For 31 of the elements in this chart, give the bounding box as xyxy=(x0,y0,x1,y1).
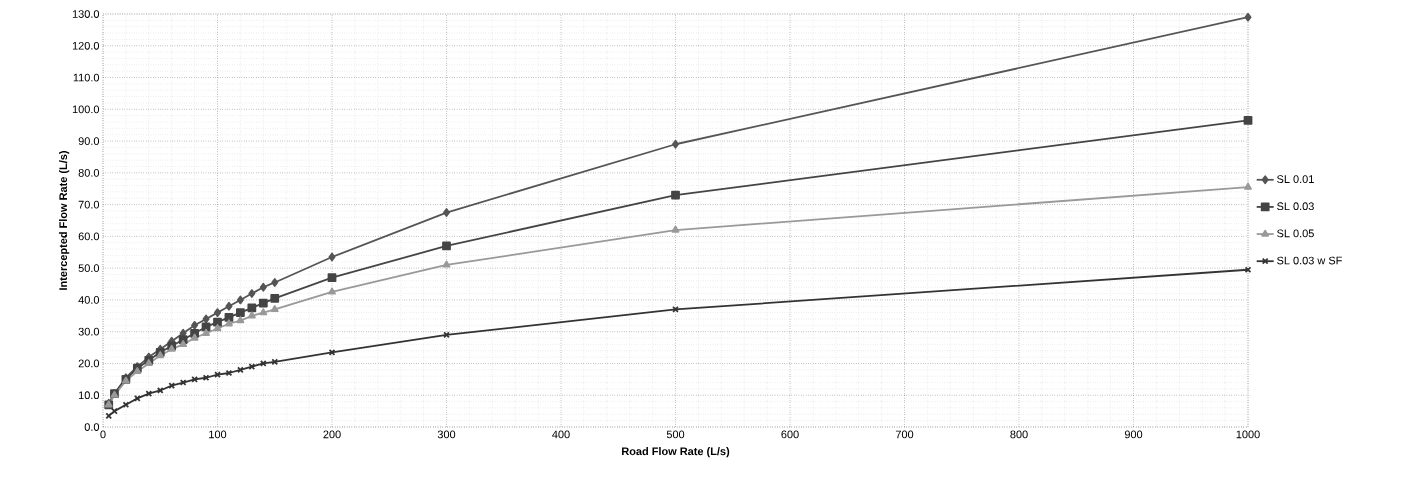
x-tick-label: 400 xyxy=(552,430,570,439)
legend-label: SL 0.05 xyxy=(1277,229,1314,238)
y-tick-label: 120.0 xyxy=(72,41,100,50)
y-tick-label: 40.0 xyxy=(78,296,100,304)
legend-label: SL 0.03 w SF xyxy=(1277,256,1342,265)
x-tick-label: 800 xyxy=(1010,430,1028,439)
x-tick-label: 500 xyxy=(666,430,685,439)
y-tick-label: 70.0 xyxy=(78,200,100,209)
x-tick-label: 100 xyxy=(209,430,227,439)
x-tick-label: 300 xyxy=(437,430,456,439)
legend-label: SL 0.03 xyxy=(1277,202,1314,211)
y-tick-label: 30.0 xyxy=(78,327,100,336)
y-axis-title: Intercepted Flow Rate (L/s) xyxy=(59,151,70,290)
y-tick-label: 20.0 xyxy=(78,359,100,368)
x-axis-title: Road Flow Rate (L/s) xyxy=(622,447,730,458)
y-tick-label: 130.0 xyxy=(72,10,100,18)
x-tick-label: 700 xyxy=(895,430,914,439)
x-tick-label: 0 xyxy=(100,430,106,439)
y-tick-label: 60.0 xyxy=(78,232,100,241)
y-tick-label: 100.0 xyxy=(72,105,100,114)
y-tick-label: 50.0 xyxy=(78,264,100,273)
legend-label: SL 0.01 xyxy=(1277,175,1314,183)
y-tick-label: 110.0 xyxy=(73,73,100,82)
y-tick-label: 0.0 xyxy=(84,423,100,431)
x-tick-label: 600 xyxy=(781,430,799,439)
y-tick-label: 90.0 xyxy=(78,137,100,145)
x-tick-label: 200 xyxy=(323,430,341,439)
x-tick-label: 900 xyxy=(1124,430,1143,439)
x-tick-label: 1000 xyxy=(1236,430,1260,439)
y-tick-label: 10.0 xyxy=(78,391,100,400)
y-tick-label: 80.0 xyxy=(78,168,100,177)
